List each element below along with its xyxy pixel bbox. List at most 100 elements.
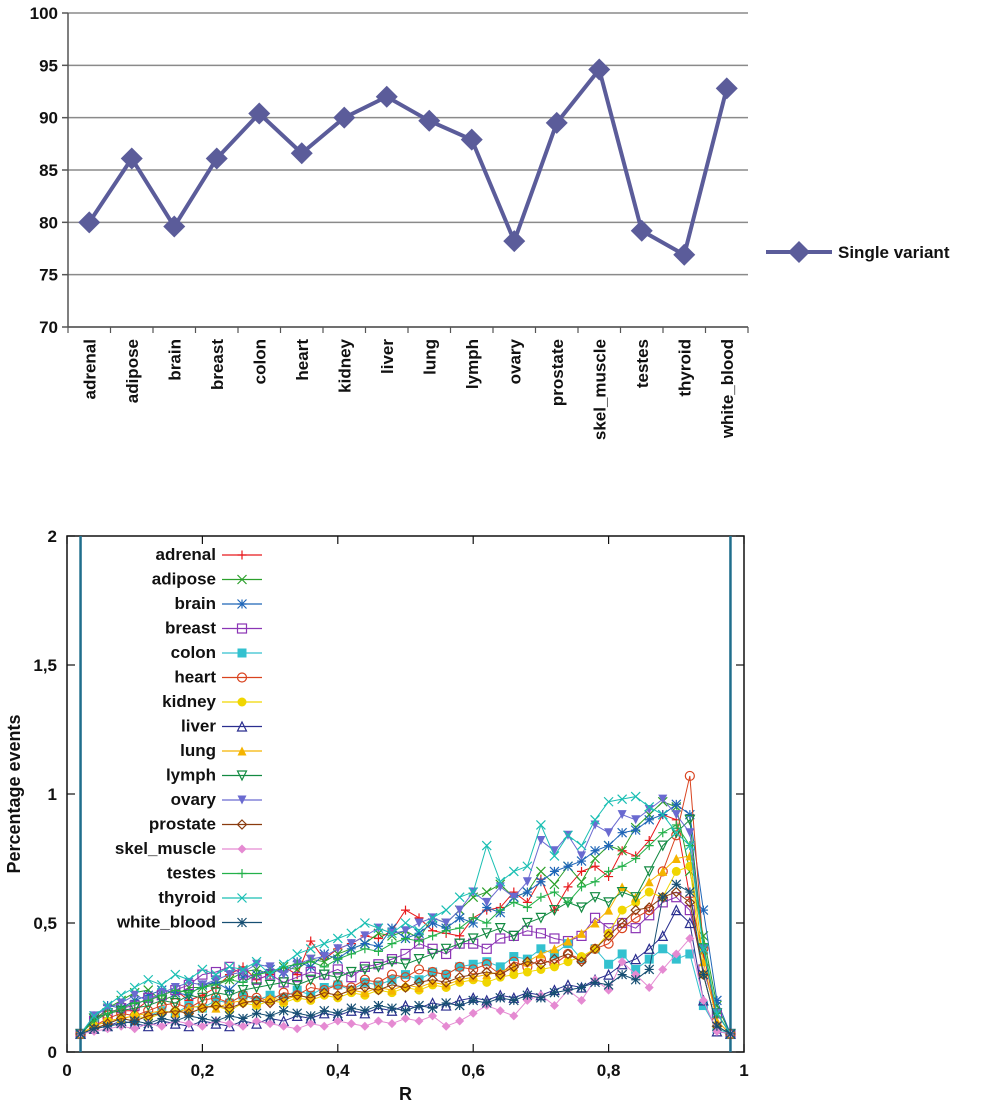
legend-marker <box>237 869 247 878</box>
legend-background <box>92 569 272 590</box>
data-point <box>576 856 587 867</box>
data-point <box>279 970 289 980</box>
data-point <box>359 938 370 949</box>
data-point <box>671 830 682 841</box>
data-point <box>360 944 370 954</box>
y-tick-label: 0,5 <box>33 914 57 933</box>
data-point <box>400 948 411 960</box>
data-point <box>549 944 559 954</box>
data-point <box>359 1005 370 1016</box>
data-point <box>548 904 560 916</box>
data-point <box>630 892 642 904</box>
legend-label: breast <box>165 619 216 638</box>
legend-marker <box>236 720 248 732</box>
data-point <box>386 954 398 965</box>
data-point <box>468 913 478 923</box>
legend-label: lung <box>180 741 216 760</box>
y-axis-label: Percentage events <box>4 714 24 873</box>
data-point <box>183 974 194 985</box>
x-tick-label: 0 <box>62 1061 71 1080</box>
data-point <box>75 1029 86 1039</box>
x-category-label: lung <box>420 339 439 375</box>
data-point <box>590 814 600 825</box>
y-tick-label: 100 <box>30 4 58 23</box>
data-point <box>441 969 452 980</box>
data-point <box>617 861 627 871</box>
data-point <box>238 967 248 977</box>
data-point <box>644 814 655 825</box>
data-point <box>386 979 398 991</box>
data-point <box>495 876 506 887</box>
data-point <box>685 949 695 959</box>
data-point <box>129 982 140 993</box>
data-point <box>319 1021 329 1031</box>
data-point <box>427 943 438 954</box>
data-point <box>238 964 248 975</box>
data-point <box>631 964 641 974</box>
data-point-diamond <box>205 147 228 170</box>
x-category-label: adipose <box>123 339 142 403</box>
data-point <box>509 892 519 902</box>
legend-label: lymph <box>166 766 216 785</box>
data-point <box>238 1021 248 1031</box>
legend-marker <box>237 697 247 707</box>
legend-marker <box>237 917 247 928</box>
data-point <box>305 943 316 954</box>
data-point <box>617 882 627 892</box>
data-point <box>346 972 357 983</box>
data-point <box>184 988 194 998</box>
data-point <box>373 941 384 952</box>
data-point <box>428 931 438 941</box>
data-point <box>630 904 642 916</box>
y-tick-label: 70 <box>39 318 58 337</box>
x-category-label: prostate <box>548 339 567 406</box>
legend-background <box>92 863 272 884</box>
data-point <box>549 987 560 998</box>
data-point <box>671 827 682 838</box>
data-point <box>387 923 397 934</box>
data-point <box>658 866 668 876</box>
data-point <box>400 1005 411 1016</box>
data-point-diamond <box>78 211 101 234</box>
data-point <box>535 912 547 924</box>
data-point <box>509 970 519 980</box>
data-point <box>102 1021 113 1032</box>
y-tick-label: 1,5 <box>33 656 57 675</box>
data-point <box>170 985 180 995</box>
data-point <box>468 887 479 897</box>
data-point <box>252 1016 262 1026</box>
data-point <box>684 770 695 782</box>
data-point <box>305 966 316 978</box>
data-point <box>643 942 655 954</box>
legend-marker <box>237 550 247 560</box>
data-point <box>576 840 587 851</box>
data-point <box>698 905 709 916</box>
data-point <box>197 983 207 992</box>
legend-background <box>92 618 272 639</box>
legend-marker <box>237 648 247 658</box>
data-point <box>577 882 587 892</box>
data-point <box>617 794 628 805</box>
data-point <box>549 887 559 897</box>
data-point <box>630 912 641 923</box>
data-point <box>427 948 439 960</box>
data-point <box>455 1016 465 1026</box>
data-point <box>685 828 695 838</box>
data-point <box>684 814 696 826</box>
data-point <box>251 956 262 967</box>
data-point <box>631 815 641 825</box>
data-point-diamond <box>290 142 313 165</box>
data-point <box>468 1008 478 1018</box>
legend-marker <box>237 795 247 805</box>
data-point <box>184 1019 194 1029</box>
data-point <box>684 904 695 916</box>
data-point <box>684 887 695 897</box>
legend-label: testes <box>167 864 216 883</box>
data-point <box>116 1018 127 1029</box>
data-point <box>603 979 614 990</box>
data-point <box>563 897 573 907</box>
y-tick-label: 95 <box>39 56 58 75</box>
data-point <box>454 961 465 972</box>
legend-label: ovary <box>171 790 217 809</box>
data-point <box>644 804 654 814</box>
